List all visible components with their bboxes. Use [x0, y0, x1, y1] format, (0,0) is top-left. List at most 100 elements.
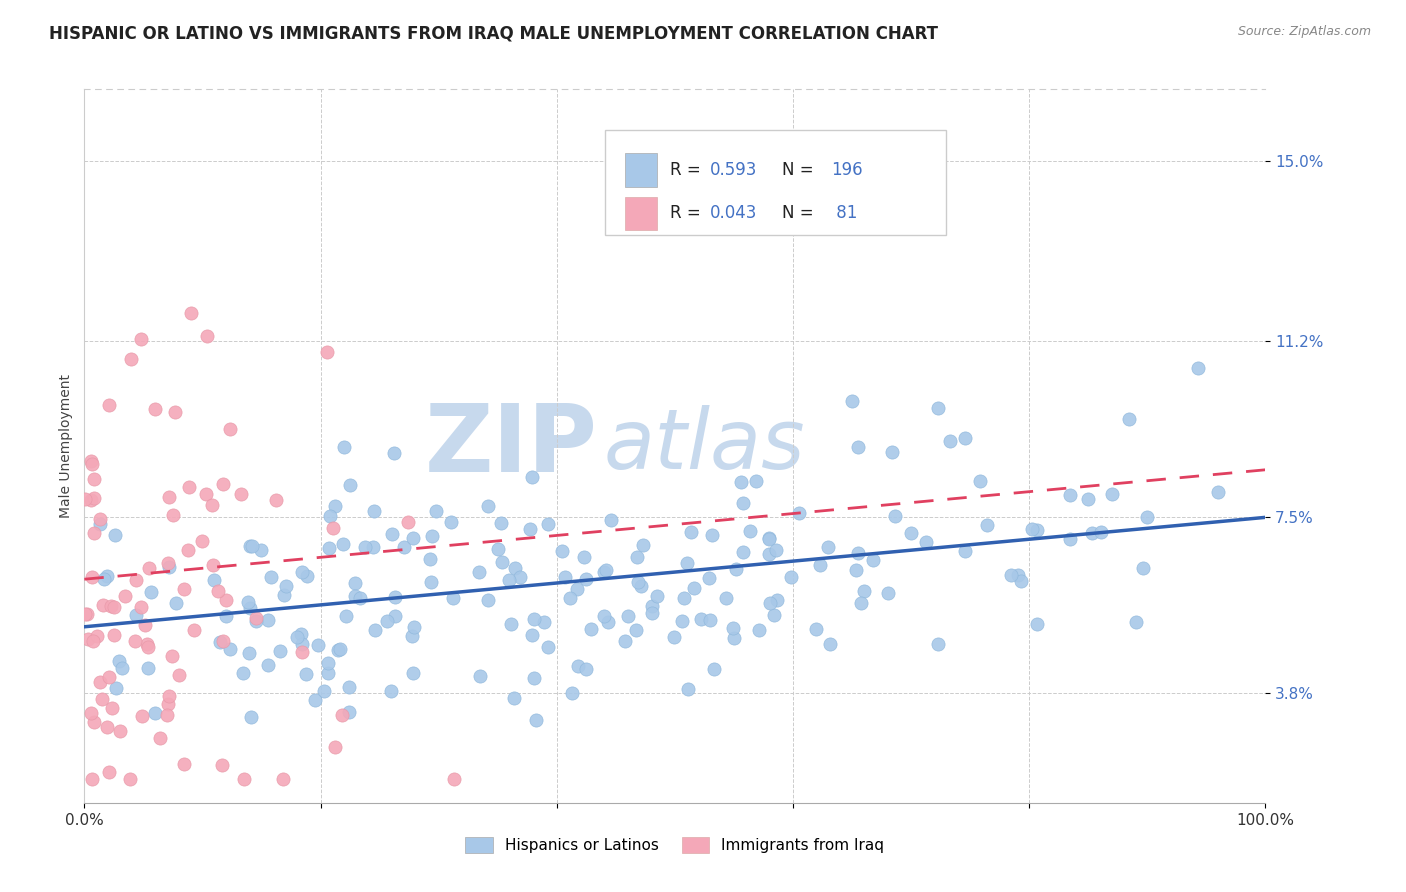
Point	[111, 661, 134, 675]
Point	[738, 524, 761, 538]
Point	[443, 772, 465, 786]
Point	[97, 764, 120, 779]
Point	[818, 637, 841, 651]
Point	[239, 601, 262, 615]
Point	[136, 637, 159, 651]
Point	[402, 531, 425, 545]
Point	[593, 566, 616, 580]
Point	[561, 686, 583, 700]
Point	[173, 582, 195, 596]
Point	[491, 516, 513, 530]
Point	[841, 393, 863, 408]
Point	[73, 607, 96, 621]
Point	[89, 512, 111, 526]
Point	[177, 542, 200, 557]
Point	[297, 568, 319, 582]
Point	[304, 693, 326, 707]
Point	[77, 632, 100, 646]
Point	[402, 620, 425, 634]
Point	[96, 569, 118, 583]
Point	[673, 591, 696, 606]
Point	[953, 544, 976, 558]
Text: R =: R =	[671, 161, 706, 179]
Point	[441, 591, 464, 605]
Point	[849, 596, 872, 610]
Point	[765, 542, 787, 557]
Point	[645, 589, 668, 603]
Point	[575, 572, 598, 586]
Point	[626, 550, 648, 565]
Point	[766, 593, 789, 607]
Point	[537, 640, 560, 654]
Point	[129, 332, 152, 346]
Point	[249, 543, 271, 558]
Point	[598, 615, 620, 630]
Point	[318, 541, 340, 555]
Point	[131, 599, 153, 614]
Point	[332, 537, 354, 551]
Point	[1007, 567, 1029, 582]
Point	[523, 611, 546, 625]
Point	[97, 670, 120, 684]
Point	[80, 492, 103, 507]
Point	[1081, 526, 1104, 541]
Point	[322, 521, 344, 535]
Point	[758, 547, 780, 561]
Point	[714, 591, 737, 605]
Point	[239, 539, 262, 553]
Point	[131, 709, 153, 723]
Point	[157, 689, 180, 703]
Point	[689, 612, 711, 626]
Point	[699, 613, 721, 627]
Point	[882, 445, 904, 459]
Point	[1132, 561, 1154, 575]
Point	[703, 662, 725, 676]
Point	[93, 572, 115, 586]
Point	[723, 631, 745, 645]
Point	[75, 491, 97, 506]
Point	[627, 574, 650, 589]
Point	[396, 516, 419, 530]
Point	[969, 475, 991, 489]
Point	[195, 329, 218, 343]
Point	[89, 675, 111, 690]
Point	[976, 517, 998, 532]
Point	[232, 666, 254, 681]
Point	[291, 645, 314, 659]
Point	[384, 609, 406, 624]
Point	[238, 595, 260, 609]
Point	[215, 609, 238, 624]
Point	[143, 401, 166, 416]
Point	[762, 607, 785, 622]
Point	[574, 549, 596, 564]
Point	[256, 613, 278, 627]
Point	[679, 524, 702, 539]
Point	[245, 611, 267, 625]
Point	[149, 731, 172, 745]
Point	[312, 684, 335, 698]
Point	[291, 637, 314, 651]
Point	[804, 623, 827, 637]
Point	[1026, 616, 1049, 631]
Point	[914, 535, 936, 549]
Point	[1059, 488, 1081, 502]
Point	[575, 662, 598, 676]
Point	[143, 706, 166, 720]
Point	[162, 648, 184, 663]
Point	[900, 525, 922, 540]
Point	[118, 772, 141, 786]
Point	[402, 665, 425, 680]
Point	[631, 538, 654, 552]
Point	[519, 522, 541, 536]
Text: 0.043: 0.043	[710, 204, 756, 222]
Point	[440, 515, 463, 529]
Point	[291, 566, 314, 580]
Point	[240, 539, 263, 553]
Point	[581, 622, 603, 636]
Point	[202, 558, 225, 572]
Point	[335, 609, 357, 624]
Point	[218, 641, 240, 656]
Point	[98, 398, 121, 412]
Point	[295, 667, 318, 681]
Point	[745, 475, 768, 489]
